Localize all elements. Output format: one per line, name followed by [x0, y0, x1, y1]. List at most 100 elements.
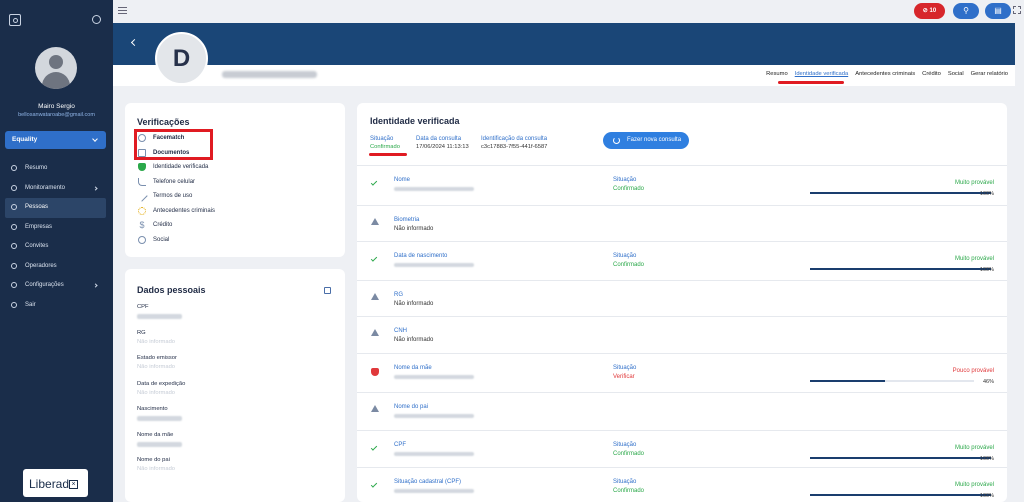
sidebar-item-pessoas[interactable]: Pessoas [5, 198, 106, 218]
personal-field: Nome do pai Não informado [137, 457, 175, 472]
sidebar-item-empresas[interactable]: Empresas [5, 218, 106, 238]
tab-antecedentes-criminais[interactable]: Antecedentes criminais [855, 71, 916, 77]
annotation-underline-situacao [369, 153, 407, 156]
sidebar-item-resumo[interactable]: Resumo [5, 159, 106, 179]
check-icon [370, 255, 378, 262]
sidebar-item-operadores[interactable]: Operadores [5, 257, 106, 277]
new-query-button[interactable]: Fazer nova consulta [603, 132, 689, 149]
avatar [35, 47, 77, 89]
face-icon [138, 134, 146, 142]
verificacao-antecedentes-criminais[interactable]: Antecedentes criminais [138, 206, 215, 222]
personal-field-label: RG [137, 329, 146, 336]
probability-percent: 46% [982, 379, 994, 385]
tab-gerar-relatorio[interactable]: Gerar relatório [970, 71, 1008, 77]
dollar-icon: $ [139, 220, 145, 230]
verificacao-identidade-verificada[interactable]: Identidade verificada [138, 163, 215, 178]
personal-field-value-redacted [137, 314, 182, 319]
chevron-right-icon [93, 185, 98, 191]
profile-avatar: D [155, 32, 208, 85]
identity-row-value: Não informado [394, 301, 434, 307]
probability-bar [810, 494, 991, 496]
probability-bar [810, 457, 991, 459]
phone-icon [138, 177, 146, 186]
scan-logo-icon[interactable] [9, 14, 21, 26]
check-icon [370, 481, 378, 488]
tab-social[interactable]: Social [947, 71, 964, 77]
add-person-button[interactable]: ⚲ [953, 3, 979, 19]
chevron-down-icon [92, 136, 98, 142]
identity-row-label: Biometria [394, 217, 420, 223]
probability-bar-fill [810, 380, 886, 382]
sidebar-item-convites[interactable]: Convites [5, 237, 106, 257]
verificacao-termos-de-uso[interactable]: Termos de uso [136, 190, 215, 207]
identidade-card: Identidade verificada [357, 103, 1007, 502]
identity-row-label: Data de nascimento [394, 253, 448, 259]
tab-identidade-verificada[interactable]: Identidade verificada [794, 71, 849, 77]
situacao-col-label: Situação [613, 253, 637, 259]
verificacao-label: Identidade verificada [153, 164, 209, 170]
verificacao-documentos[interactable]: Documentos [138, 148, 215, 164]
alerts-button[interactable]: ⊘ 10 [914, 3, 945, 19]
sidebar-item-label: Convites [25, 243, 49, 249]
data-consulta-label: Data da consulta [416, 136, 462, 142]
situacao-col-label: Situação [613, 177, 637, 183]
brand-mark-icon: × [69, 480, 79, 490]
person-add-icon: ⚲ [963, 6, 969, 15]
topbar: ⊘ 10 ⚲ ▤ [113, 0, 1024, 23]
company-button[interactable]: ▤ [985, 3, 1011, 19]
situacao-col-value: Confirmado [613, 186, 645, 192]
annotation-underline [778, 81, 844, 84]
identity-row-cnh: CNH Não informado [357, 316, 1007, 353]
verificacao-credito[interactable]: $ Crédito [138, 221, 215, 236]
warning-icon [371, 329, 379, 336]
personal-field-value: Não informado [137, 338, 176, 345]
verificacoes-card: Verificações Facematch Documentos Identida… [125, 103, 345, 257]
situacao-col-value: Confirmado [613, 262, 645, 268]
sidebar-item-sair[interactable]: Sair [5, 296, 106, 316]
personal-field-value: Não informado [137, 466, 176, 472]
dados-pessoais-card: Dados pessoais CPF RG Não informado Estado … [125, 269, 345, 502]
verificacoes-title: Verificações [137, 117, 190, 127]
situacao-col-value: Confirmado [613, 451, 645, 457]
identity-row-value: Não informado [394, 226, 434, 232]
verificacao-label: Crédito [153, 222, 173, 228]
identity-row-nome-da-mae: Nome da mãe Situação Verificar Pouco prováv… [357, 353, 1007, 392]
identity-row-nome: Nome Situação Confirmado Muito provável 100% [357, 165, 1007, 205]
tab-resumo[interactable]: Resumo [766, 71, 788, 77]
person-add-icon [11, 243, 17, 249]
sidebar-item-label: Pessoas [25, 204, 49, 210]
identity-row-label: Nome do pai [394, 404, 429, 410]
company-select[interactable]: Equality [5, 131, 106, 149]
clock-icon [11, 165, 17, 171]
probability-bar-fill [810, 457, 991, 459]
tab-credito[interactable]: Crédito [922, 71, 941, 77]
sidebar-item-configuracoes[interactable]: Configurações [5, 276, 106, 296]
back-arrow-icon[interactable] [130, 38, 139, 47]
sidebar-item-monitoramento[interactable]: Monitoramento [5, 179, 106, 199]
identity-row-label: Nome da mãe [394, 365, 432, 371]
personal-field-label: CPF [137, 304, 149, 310]
fullscreen-icon[interactable] [1013, 6, 1021, 14]
edit-icon[interactable] [324, 287, 331, 294]
data-consulta-value: 17/06/2024 11:13:13 [416, 144, 469, 150]
sidebar-item-label: Operadores [25, 262, 57, 269]
gear-icon[interactable] [92, 15, 101, 24]
sidebar-item-label: Empresas [25, 223, 53, 230]
sidebar: Mairo Sergio bellosanwataroabe@gmail.com… [0, 0, 113, 502]
identity-row-label: Nome [394, 177, 411, 183]
verificacao-telefone-celular[interactable]: Telefone celular [138, 177, 215, 193]
verificacao-social[interactable]: Social [138, 235, 215, 251]
probability-bar-fill [810, 192, 991, 194]
identity-row-biometria: Biometria Não informado [357, 205, 1007, 241]
identity-row-label: Situação cadastral (CPF) [394, 479, 462, 485]
menu-icon[interactable] [118, 7, 127, 14]
personal-field-label: Estado emissor [137, 355, 177, 361]
personal-field: Nascimento [137, 406, 182, 421]
probability-label: Muito provável [954, 180, 994, 186]
personal-field-value-redacted [137, 441, 182, 447]
verificacao-facematch[interactable]: Facematch [138, 134, 215, 149]
alerts-count: 10 [929, 8, 937, 14]
warning-icon [371, 218, 379, 225]
sidebar-menu: Resumo Monitoramento Pessoas Empresas Convit… [5, 159, 106, 315]
profile-header [113, 23, 1015, 65]
